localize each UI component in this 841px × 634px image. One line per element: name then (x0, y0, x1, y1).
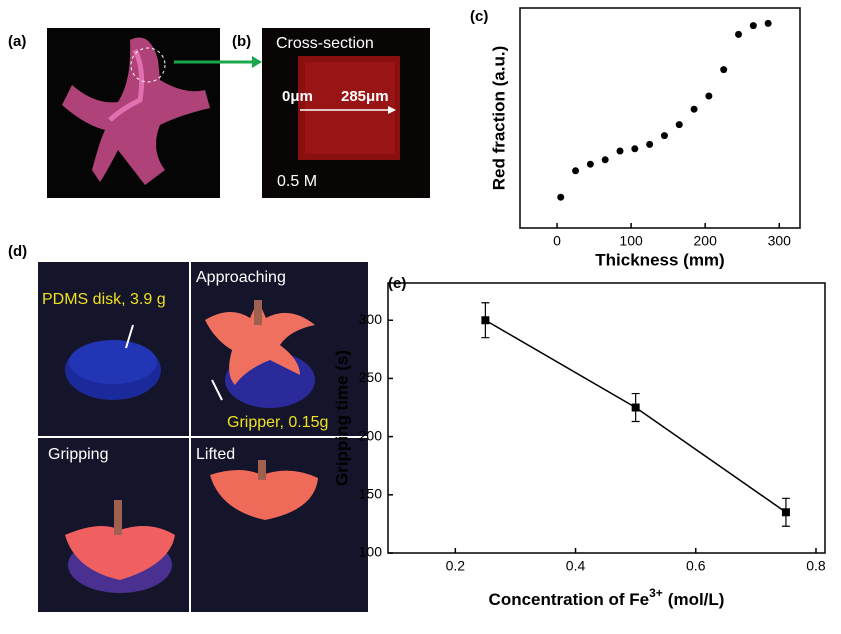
point (631, 145, 639, 153)
photo-d (38, 262, 368, 612)
x-axis-label: Thickness (mm) (595, 250, 724, 269)
marker (631, 403, 640, 412)
x-tick-label: 0 (553, 233, 561, 249)
photo-text: Gripper, 0.15g (227, 414, 328, 431)
y-tick-label: 200 (359, 427, 383, 443)
panel-label: (d) (8, 243, 27, 260)
point (735, 30, 743, 38)
point (572, 167, 580, 175)
point (601, 156, 609, 164)
photo-text: Lifted (196, 446, 235, 463)
photo-text: Gripping (48, 446, 108, 463)
point (660, 132, 668, 140)
photo-a (47, 28, 220, 198)
x-tick-label: 0.8 (806, 558, 826, 574)
x-tick-label: 100 (619, 233, 643, 249)
y-axis-label: Red fraction (a.u.) (489, 46, 508, 191)
x-tick-label: 0.6 (686, 558, 706, 574)
y-tick-label: 250 (359, 369, 383, 385)
point (586, 160, 594, 168)
point (616, 147, 624, 155)
y-tick-label: 300 (359, 311, 383, 327)
axes-frame (519, 7, 801, 229)
point (720, 66, 728, 74)
panel-label: (a) (8, 33, 26, 50)
x-axis-label-part: (mol/L) (668, 590, 725, 609)
x-tick-label: 200 (694, 233, 718, 249)
photo-text: 285μm (341, 88, 389, 105)
point (675, 121, 683, 129)
photo-text: Cross-section (276, 35, 374, 52)
x-axis-label-part: Concentration of Fe (489, 590, 650, 609)
panel-label: (b) (232, 33, 251, 50)
y-tick-label: 100 (359, 544, 383, 560)
point (690, 105, 698, 113)
marker (481, 316, 490, 325)
point (557, 193, 565, 201)
point (764, 19, 772, 27)
photo-text: PDMS disk, 3.9 g (42, 291, 166, 308)
axes-frame (387, 282, 826, 554)
x-tick-label: 300 (768, 233, 792, 249)
x-tick-label: 0.2 (446, 558, 466, 574)
photo-text: 0μm (282, 88, 313, 105)
marker (781, 508, 790, 517)
photo-text: Approaching (196, 269, 286, 286)
point (749, 22, 757, 30)
point (705, 92, 713, 100)
x-tick-label: 0.4 (566, 558, 586, 574)
y-tick-label: 150 (359, 486, 383, 502)
x-axis-label-sup: 3+ (649, 586, 663, 600)
y-axis-label: Gripping time (s) (332, 350, 351, 486)
photo-text: 0.5 M (277, 173, 317, 190)
photo-b (262, 28, 430, 198)
panel-label: (c) (470, 8, 488, 25)
x-axis-label: Concentration of Fe3+ (mol/L) (489, 586, 725, 609)
point (646, 140, 654, 148)
